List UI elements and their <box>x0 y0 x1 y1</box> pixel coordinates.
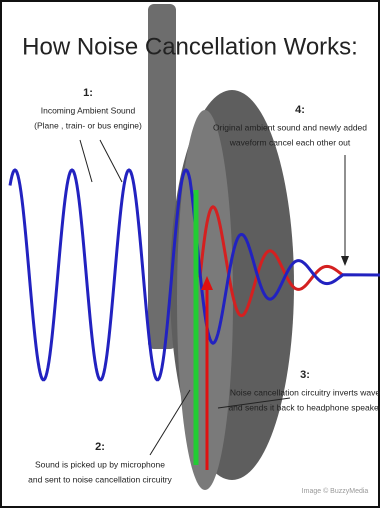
step-text: Incoming Ambient Sound <box>41 105 136 115</box>
credit: Image © BuzzyMedia <box>302 487 369 495</box>
step-text: waveform cancel each other out <box>229 137 351 147</box>
step-text: and sends it back to headphone speaker <box>228 402 380 412</box>
step-text: and sent to noise cancellation circuitry <box>28 474 172 484</box>
step-text: (Plane , train- or bus engine) <box>34 120 142 130</box>
diagram: How Noise Cancellation Works: 1: Incomin… <box>0 0 380 508</box>
step-text: Original ambient sound and newly added <box>213 122 367 132</box>
step-number: 4: <box>295 104 305 116</box>
step-number: 1: <box>83 87 93 99</box>
title: How Noise Cancellation Works: <box>22 33 358 60</box>
step-number: 3: <box>300 369 310 381</box>
step-text: Sound is picked up by microphone <box>35 459 165 469</box>
step-number: 2: <box>95 441 105 453</box>
step-text: Noise cancellation circuitry inverts wav… <box>230 387 380 397</box>
